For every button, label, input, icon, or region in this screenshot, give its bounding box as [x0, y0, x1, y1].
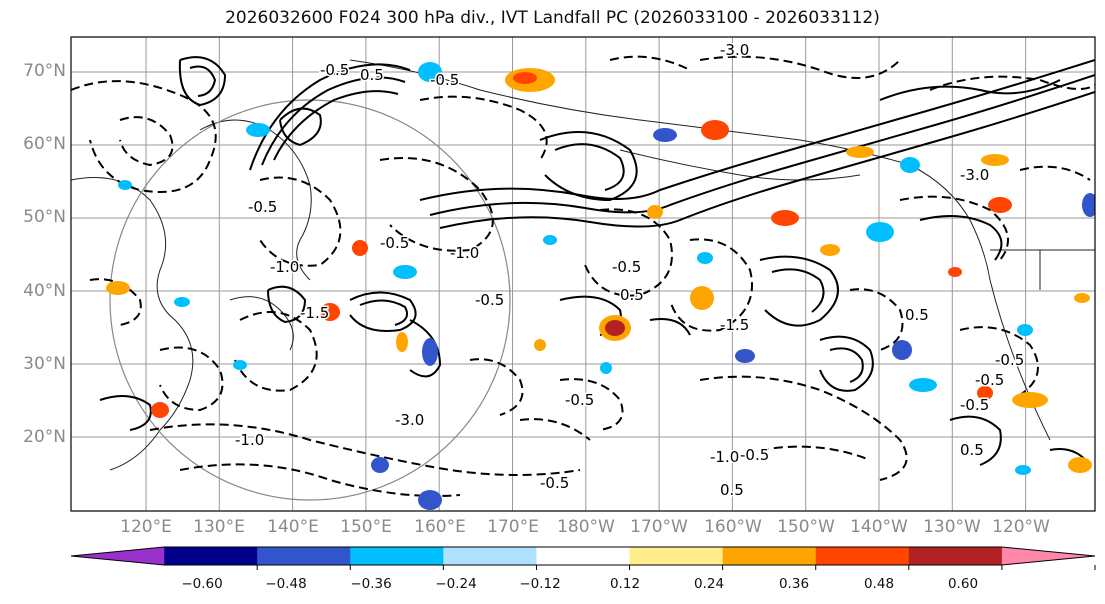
colorbar-over-extend [1001, 547, 1095, 565]
lon-label: 120°W [992, 517, 1050, 537]
colorbar-bin [536, 547, 631, 565]
lon-label: 170°W [630, 517, 688, 537]
colorbar-tick-label: −0.24 [435, 576, 477, 592]
map-title: 2026032600 F024 300 hPa div., IVT Landfa… [225, 8, 880, 28]
colorbar-bin [257, 547, 351, 565]
contour-label: -0.5 [475, 291, 504, 309]
lon-label: 130°W [923, 517, 981, 537]
colorbar-under-extend [71, 547, 165, 565]
lon-label: 160°E [414, 517, 466, 537]
contour-label: -0.5 [975, 371, 1004, 389]
lon-label: 160°W [704, 517, 762, 537]
contour-label: -0.5 [430, 71, 459, 89]
colorbar-tick-label: −0.48 [265, 576, 307, 592]
lat-label: 50°N [23, 207, 66, 227]
contour-label: -0.5 [320, 61, 349, 79]
colorbar-bin [350, 547, 444, 565]
contour-label: -1.0 [235, 431, 264, 449]
lon-label: 180°W [557, 517, 615, 537]
range-ring [109, 99, 511, 501]
contour-label: 0.5 [905, 306, 929, 324]
colorbar-bin [443, 547, 537, 565]
lon-label: 150°W [777, 517, 835, 537]
contour-label: -3.0 [720, 41, 749, 59]
lat-label: 60°N [23, 134, 66, 154]
colorbar-bin [815, 547, 910, 565]
colorbar-outline [70, 546, 1096, 566]
contour-label: -0.5 [612, 258, 641, 276]
lon-label: 150°E [340, 517, 392, 537]
colorbar-bin [908, 547, 1003, 565]
colorbar-tick-label: 0.12 [609, 576, 641, 592]
contour-label: -0.5 [540, 474, 569, 492]
map-border [70, 36, 1096, 512]
lon-label: 120°E [120, 517, 172, 537]
contour-label: -3.0 [395, 411, 424, 429]
lat-label: 30°N [23, 354, 66, 374]
contour-label: -0.5 [995, 351, 1024, 369]
coastlines [71, 59, 1095, 471]
map-frame [71, 37, 1095, 511]
lon-label: 140°W [850, 517, 908, 537]
colorbar-bin [629, 547, 724, 565]
colorbar-tick-label: −0.36 [350, 576, 392, 592]
colorbar-tick-label: 0.48 [863, 576, 895, 592]
lat-label: 70°N [23, 61, 66, 81]
positive-contours [99, 56, 1095, 466]
colorbar-bin [722, 547, 817, 565]
contour-label: -0.5 [960, 396, 989, 414]
colorbar-tick-label: 0.24 [693, 576, 725, 592]
contour-label: -1.5 [720, 316, 749, 334]
lat-label: 40°N [23, 281, 66, 301]
contour-label: 0.5 [620, 286, 644, 304]
lat-label: 20°N [23, 427, 66, 447]
contour-labels: -0.5-1.0-1.5-3.0-0.5-1.0-0.5 0.5 -0.5-3.0-… [234, 40, 1026, 501]
colorbar-tick-label: −0.60 [181, 576, 223, 592]
colorbar [70, 546, 1096, 570]
colorbar-tick-label: 0.36 [778, 576, 810, 592]
contour-label: -1.0 [450, 244, 479, 262]
lon-label: 130°E [193, 517, 245, 537]
contour-label: -1.0 [710, 448, 739, 466]
colorbar-tick-label: −0.12 [519, 576, 561, 592]
colorbar-tick-label: 0.60 [947, 576, 979, 592]
contour-label: 0.5 [960, 441, 984, 459]
contour-label: -0.5 [565, 391, 594, 409]
contour-label: -1.5 [300, 304, 329, 322]
contour-label: -3.0 [960, 166, 989, 184]
contour-label: -1.0 [270, 258, 299, 276]
divergence-shading [106, 62, 1095, 510]
contour-label: -0.5 [740, 446, 769, 464]
lon-label: 170°E [487, 517, 539, 537]
contour-label: 0.5 [360, 66, 384, 84]
contour-label: -0.5 [248, 198, 277, 216]
colorbar-bin [164, 547, 258, 565]
contour-label: 0.5 [720, 481, 744, 499]
contour-label: -0.5 [380, 234, 409, 252]
lon-label: 140°E [267, 517, 319, 537]
